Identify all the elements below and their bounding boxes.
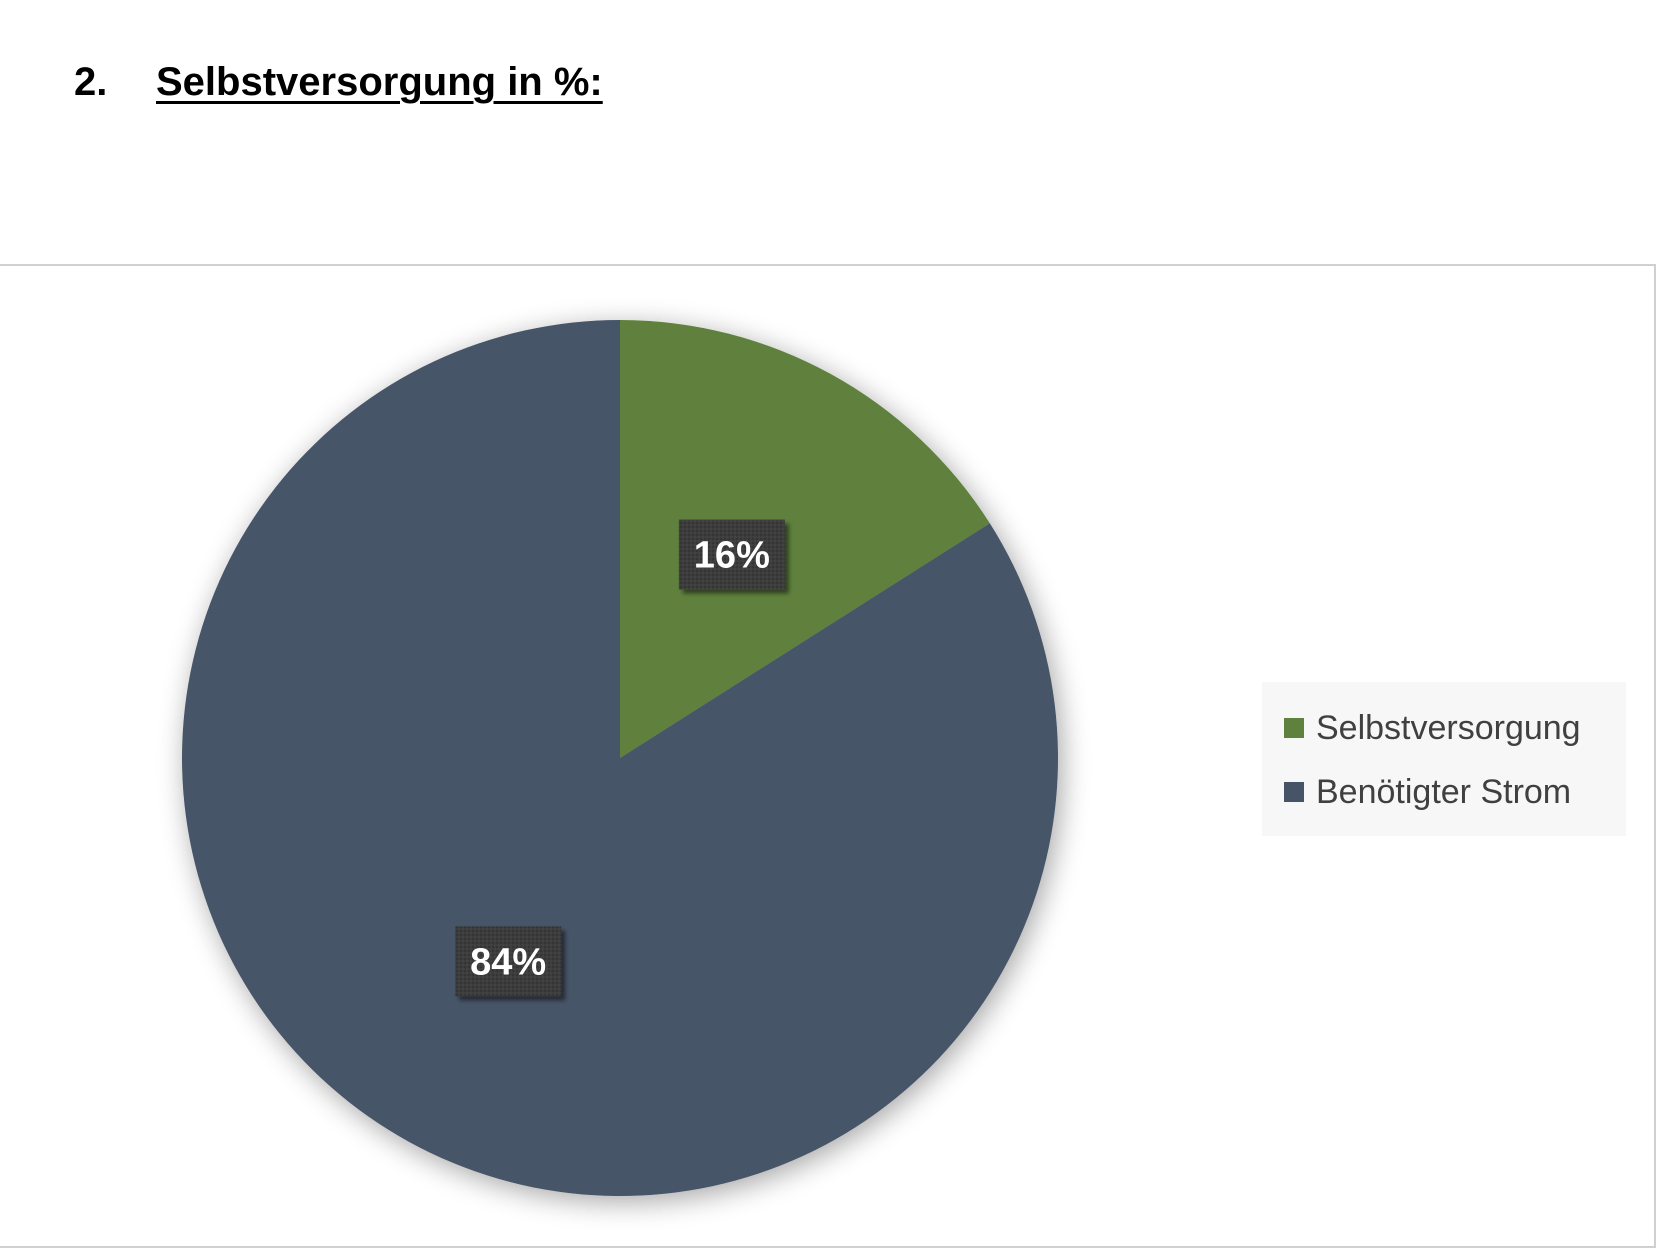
data-label-1: 16% xyxy=(678,519,785,590)
chart-legend: Selbstversorgung Benötigter Strom xyxy=(1262,682,1626,836)
pie-slice-2 xyxy=(181,320,1058,1196)
data-label-text: 16% xyxy=(694,535,770,577)
chart-area: 16% 84% Selbstversorgung Benötigter Strom xyxy=(0,264,1656,1248)
legend-label: Benötigter Strom xyxy=(1316,772,1572,811)
data-label-2: 84% xyxy=(455,926,562,997)
legend-swatch xyxy=(1284,718,1304,738)
section-title: Selbstversorgung in %: xyxy=(156,60,603,104)
legend-swatch xyxy=(1284,782,1304,802)
pie-slice-1 xyxy=(620,320,990,758)
pie-chart: 16% 84% xyxy=(181,320,1058,1196)
legend-item-2: Benötigter Strom xyxy=(1284,760,1626,824)
section-number: 2. xyxy=(74,60,108,104)
data-label-box xyxy=(678,519,785,590)
legend-item-1: Selbstversorgung xyxy=(1284,696,1626,760)
section-heading: 2. Selbstversorgung in %: xyxy=(74,60,603,105)
legend-label: Selbstversorgung xyxy=(1316,708,1581,747)
data-label-box xyxy=(455,926,562,997)
data-label-text: 84% xyxy=(470,941,546,983)
